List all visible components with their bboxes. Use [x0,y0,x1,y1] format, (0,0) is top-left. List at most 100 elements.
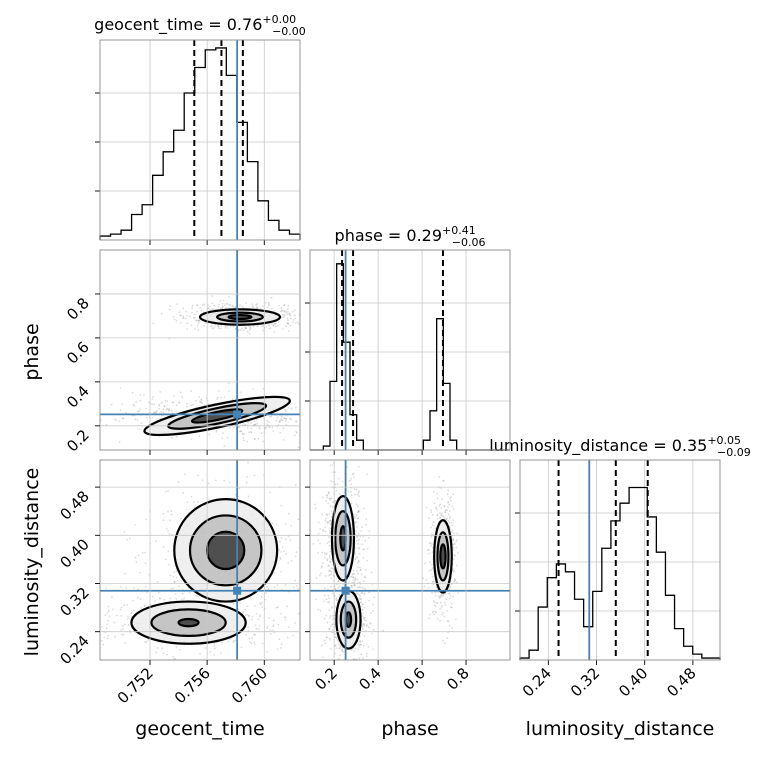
scatter-point [449,585,451,588]
scatter-point [350,477,353,480]
scatter-point [335,598,338,601]
scatter-point [453,580,456,583]
scatter-point [351,648,354,651]
scatter-point [201,402,203,405]
scatter-point [162,411,165,414]
scatter-point [338,594,341,596]
scatter-point [440,606,443,609]
scatter-point [293,621,296,624]
scatter-point [105,627,108,630]
scatter-point [329,561,332,563]
scatter-point [166,400,169,403]
scatter-point [337,579,340,582]
scatter-point [449,497,451,500]
scatter-point [132,609,135,612]
scatter-point [359,597,362,600]
scatter-point [253,438,256,440]
scatter-point [284,584,287,586]
scatter-point [272,624,275,627]
scatter-point [363,606,366,609]
scatter-point [295,420,298,423]
scatter-point [371,610,374,612]
scatter-point [280,307,283,309]
scatter-point [152,411,155,414]
x-tick-label: 0.24 [519,664,555,700]
scatter-point [330,573,333,575]
panel-frame [309,459,511,661]
scatter-point [367,645,370,648]
scatter-point [275,419,278,422]
truth-marker [233,586,242,595]
scatter-point [363,617,365,620]
scatter-point [446,493,449,496]
scatter-point [107,605,110,608]
scatter-point [168,519,171,522]
scatter-point [271,522,274,525]
scatter-point [329,585,332,588]
scatter-point [341,480,344,483]
panel-frame [99,39,301,241]
scatter-point [293,434,296,437]
scatter-point [252,325,255,328]
scatter-point [189,592,191,594]
scatter-point [151,398,154,400]
scatter-point [175,598,178,600]
scatter-point [335,456,337,458]
panel-luminosity_distance_vs_phase [309,456,511,704]
scatter-point [358,490,361,493]
scatter-point [283,417,286,420]
scatter-point [211,325,214,327]
scatter-point [268,415,271,418]
scatter-point [326,520,329,523]
scatter-point [434,610,437,613]
scatter-point [175,404,178,407]
scatter-point [268,324,270,327]
panel-frame [99,459,301,661]
contour-line [173,498,279,603]
scatter-point [207,307,210,309]
scatter-point [208,498,210,501]
scatter-point [229,303,232,306]
scatter-point [124,642,127,645]
scatter-point [431,551,434,553]
scatter-point [241,432,244,435]
scatter-point [287,512,290,515]
scatter-point [334,499,337,502]
scatter-point [158,403,160,406]
scatter-point [306,412,308,414]
scatter-point [429,526,432,529]
scatter-point [325,702,327,704]
scatter-point [211,327,214,330]
scatter-point [98,612,100,614]
scatter-point [356,493,359,496]
scatter-point [156,581,159,583]
scatter-point [271,426,274,429]
scatter-point [352,576,354,579]
scatter-point [283,314,286,316]
scatter-point [243,439,246,442]
scatter-point [278,304,280,307]
scatter-point [264,426,267,429]
scatter-point [258,615,261,618]
scatter-point [255,306,258,308]
scatter-point [328,536,330,538]
scatter-point [447,513,450,516]
scatter-point [102,643,105,646]
scatter-point [429,509,432,512]
scatter-point [453,554,456,556]
scatter-point [359,586,362,589]
scatter-point [314,507,317,510]
scatter-point [452,570,455,573]
scatter-point [272,324,275,327]
scatter-point [120,633,123,636]
scatter-point [103,636,106,639]
scatter-point [284,538,287,541]
scatter-point [127,615,129,618]
scatter-point [196,474,199,477]
scatter-point [108,615,111,618]
scatter-point [331,618,334,621]
scatter-point [328,497,331,500]
scatter-point [363,616,365,619]
scatter-point [302,504,304,506]
scatter-point [329,532,332,534]
